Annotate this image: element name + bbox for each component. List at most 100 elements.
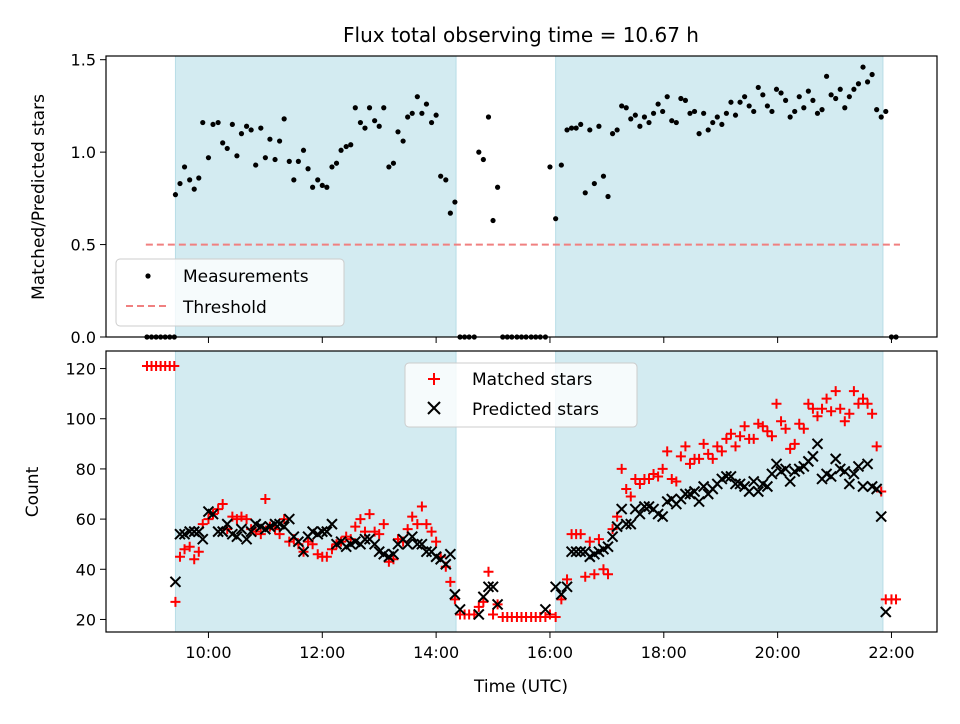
predicted-star-point [770, 458, 783, 470]
measurement-point [568, 125, 575, 131]
measurement-point [819, 107, 825, 113]
matched-star-point [817, 403, 828, 414]
predicted-star-point [411, 538, 424, 550]
matched-star-point [217, 499, 228, 510]
x-tick-label: 20:00 [755, 643, 801, 662]
measurement-point [723, 110, 730, 116]
predicted-star-point [638, 500, 651, 513]
measurement-point [864, 79, 871, 85]
measurement-point [687, 110, 693, 116]
measurement-point [447, 210, 453, 216]
matched-star-point [844, 408, 855, 419]
x-tick-label: 16:00 [527, 643, 573, 662]
x-tick-label: 22:00 [868, 643, 914, 662]
matched-star-point [703, 448, 714, 459]
measurement-point [372, 118, 378, 124]
matched-star-point [488, 609, 499, 620]
measurement-point [578, 121, 584, 128]
matched-star-point [721, 433, 732, 444]
measurement-point [390, 160, 397, 166]
measurement-point [485, 114, 492, 120]
y-tick-label: 100 [65, 410, 96, 429]
measurement-point [352, 105, 358, 111]
predicted-star-point [420, 546, 433, 558]
predicted-star-point [212, 525, 224, 538]
measurement-point [787, 114, 793, 120]
y-tick-label: 40 [76, 560, 96, 579]
predicted-star-point [473, 608, 485, 621]
predicted-star-point [454, 603, 466, 616]
measurement-point [305, 166, 311, 172]
predicted-star-point [401, 538, 414, 550]
predicted-star-point [574, 546, 587, 558]
predicted-star-point [861, 458, 874, 470]
predicted-star-point [235, 523, 248, 535]
measurement-point [801, 105, 807, 111]
matched-star-point [213, 504, 224, 515]
predicted-star-point [611, 520, 623, 533]
matched-star-point [776, 416, 787, 427]
measurement-point [409, 110, 415, 116]
matched-star-point [478, 596, 489, 607]
predicted-star-point [216, 525, 229, 538]
measurement-point [386, 164, 392, 170]
matched-star-point [891, 594, 902, 605]
matched-star-point [757, 421, 768, 432]
measurement-point [224, 145, 230, 152]
measurement-point [267, 136, 273, 142]
predicted-star-point [748, 475, 760, 488]
measurement-point [778, 90, 784, 96]
matched-star-point [603, 569, 614, 580]
predicted-star-point [829, 453, 842, 465]
matched-star-point [634, 478, 645, 489]
matched-star-point [812, 411, 823, 422]
matched-star-point [853, 398, 864, 409]
measurement-point [874, 107, 880, 113]
matched-star-point [780, 423, 791, 434]
predicted-star-point [625, 518, 637, 530]
matched-star-point [762, 426, 773, 437]
measurement-point [773, 86, 780, 92]
matched-star-point [416, 501, 427, 512]
measurement-point [714, 114, 720, 120]
measurement-point [669, 118, 675, 124]
matched-star-point [803, 398, 814, 409]
measurement-point [764, 103, 770, 109]
matched-star-point [725, 428, 736, 439]
predicted-star-point [825, 470, 837, 483]
measurement-point [357, 119, 364, 126]
measurement-point [210, 121, 216, 128]
measurement-point [291, 177, 297, 183]
measurement-point [833, 95, 839, 102]
predicted-star-point [487, 581, 499, 593]
matched-star-point [241, 514, 252, 525]
measurement-point [855, 81, 862, 87]
measurement-point [238, 131, 245, 137]
predicted-star-point [440, 558, 452, 570]
predicted-star-point [743, 485, 755, 498]
measurement-point [637, 123, 643, 129]
bottom-panel-frame [105, 350, 938, 633]
bottom-legend: Matched stars Predicted stars [404, 362, 638, 428]
predicted-star-point [839, 465, 851, 478]
x-tick-label: 18:00 [641, 643, 687, 662]
matched-star-point [407, 511, 418, 522]
measurement-point [348, 142, 354, 148]
matched-star-point [839, 416, 850, 427]
matched-star-point [835, 403, 846, 414]
predicted-star-point [615, 503, 628, 515]
predicted-star-point [292, 535, 305, 548]
predicted-star-point [482, 581, 495, 593]
matched-star-point [445, 576, 456, 587]
predicted-star-point [811, 438, 824, 450]
matched-star-point [575, 529, 586, 540]
predicted-star-point [729, 478, 742, 490]
y-tick-label: 0.5 [71, 236, 96, 255]
measurement-point [573, 125, 579, 131]
measurement-point [300, 147, 307, 153]
matched-star-point [748, 433, 759, 444]
measurement-point [691, 108, 698, 115]
measurement-point [229, 121, 235, 128]
matched-star-point [170, 596, 181, 607]
predicted-star-point [297, 546, 310, 558]
